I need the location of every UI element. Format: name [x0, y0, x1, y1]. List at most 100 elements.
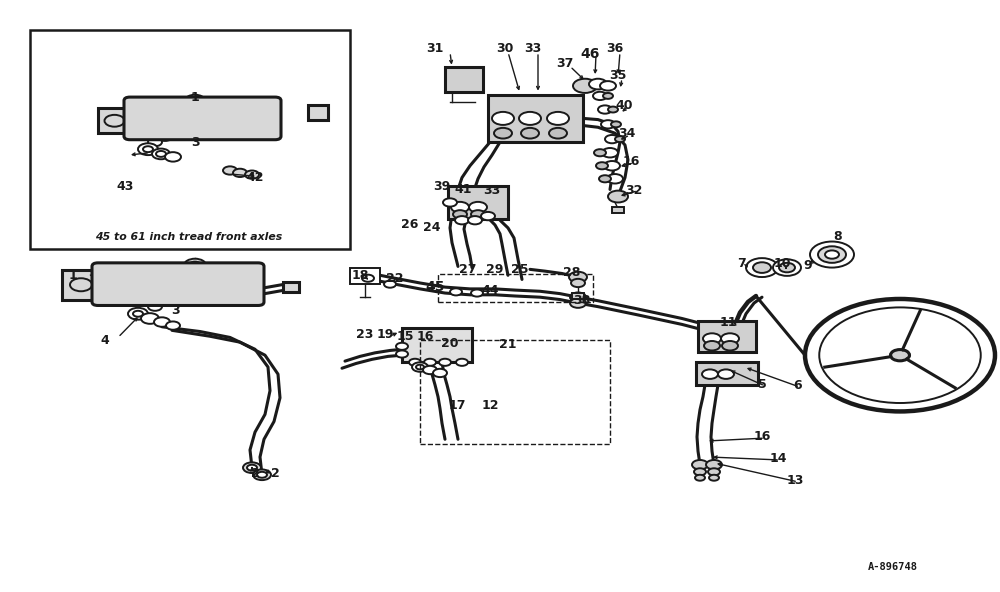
Circle shape: [891, 349, 910, 361]
Circle shape: [138, 143, 158, 155]
Circle shape: [152, 149, 170, 159]
Circle shape: [746, 258, 778, 277]
Circle shape: [189, 97, 201, 104]
Text: 46: 46: [580, 47, 600, 62]
Circle shape: [607, 174, 623, 184]
FancyBboxPatch shape: [92, 263, 264, 305]
Bar: [572, 293, 584, 299]
Circle shape: [703, 333, 721, 344]
Circle shape: [70, 278, 92, 291]
Circle shape: [753, 262, 771, 273]
Text: 37: 37: [556, 57, 574, 70]
Circle shape: [396, 350, 408, 358]
Circle shape: [257, 472, 267, 478]
Circle shape: [362, 275, 374, 282]
Bar: [62, 270, 99, 300]
Circle shape: [396, 343, 408, 350]
Bar: [698, 321, 756, 352]
Circle shape: [773, 259, 801, 276]
Circle shape: [709, 475, 719, 481]
Text: 41: 41: [454, 183, 472, 196]
Text: 29: 29: [486, 263, 504, 276]
Circle shape: [189, 262, 201, 269]
Circle shape: [598, 105, 612, 114]
Text: 16: 16: [753, 430, 771, 443]
Text: 18: 18: [351, 269, 369, 282]
Text: 17: 17: [448, 399, 466, 412]
Circle shape: [519, 112, 541, 125]
Circle shape: [143, 146, 153, 152]
Circle shape: [245, 170, 259, 179]
Text: 11: 11: [719, 316, 737, 329]
Circle shape: [223, 166, 237, 175]
Circle shape: [818, 246, 846, 263]
Bar: [696, 362, 758, 385]
Text: 43: 43: [116, 180, 134, 193]
Circle shape: [596, 162, 608, 169]
Text: 36: 36: [606, 42, 624, 55]
Text: 45 to 61 inch tread front axles: 45 to 61 inch tread front axles: [95, 232, 282, 242]
Text: 23: 23: [356, 328, 374, 341]
Circle shape: [702, 369, 718, 379]
Text: 8: 8: [834, 230, 842, 243]
Bar: [98, 108, 131, 133]
Circle shape: [133, 311, 143, 317]
Text: 1: 1: [191, 91, 199, 104]
Bar: [438, 274, 593, 302]
Circle shape: [521, 128, 539, 139]
Text: 30: 30: [496, 42, 514, 55]
Circle shape: [549, 128, 567, 139]
Circle shape: [494, 128, 512, 139]
Text: 15: 15: [396, 330, 414, 343]
Circle shape: [384, 281, 396, 288]
Text: 33: 33: [524, 42, 542, 55]
Text: 21: 21: [499, 338, 517, 351]
Circle shape: [608, 107, 618, 112]
Circle shape: [247, 465, 257, 471]
Text: 42: 42: [246, 171, 264, 184]
Circle shape: [571, 279, 585, 287]
Circle shape: [141, 313, 159, 324]
Circle shape: [141, 114, 155, 123]
Text: 1: 1: [69, 269, 77, 282]
Text: 7: 7: [738, 257, 746, 270]
Text: 3: 3: [171, 304, 179, 317]
Circle shape: [156, 151, 166, 157]
Circle shape: [704, 341, 720, 350]
Circle shape: [157, 131, 173, 141]
Circle shape: [423, 366, 437, 374]
Bar: [488, 95, 583, 142]
Bar: [283, 282, 299, 292]
Bar: [402, 328, 472, 362]
Circle shape: [706, 460, 722, 469]
Text: 44: 44: [481, 284, 499, 297]
Circle shape: [154, 317, 170, 327]
Circle shape: [570, 292, 586, 302]
Circle shape: [455, 216, 469, 224]
Circle shape: [608, 191, 628, 202]
Circle shape: [433, 369, 447, 377]
Circle shape: [594, 149, 606, 156]
Text: 45: 45: [425, 280, 445, 294]
Circle shape: [810, 242, 854, 268]
Circle shape: [570, 298, 586, 308]
Circle shape: [424, 359, 436, 366]
Text: 9: 9: [804, 259, 812, 272]
Text: 20: 20: [441, 337, 459, 350]
Circle shape: [692, 460, 708, 469]
Circle shape: [412, 362, 428, 372]
Bar: [30, 30, 350, 249]
Text: 28: 28: [563, 266, 581, 279]
Bar: [445, 67, 483, 92]
Bar: [308, 105, 328, 120]
Circle shape: [409, 359, 421, 366]
Text: 39: 39: [433, 180, 451, 193]
Text: 32: 32: [625, 184, 643, 197]
Bar: [350, 268, 380, 284]
Text: 14: 14: [769, 452, 787, 465]
Text: 16: 16: [416, 330, 434, 343]
Circle shape: [695, 475, 705, 481]
Text: 19: 19: [376, 328, 394, 341]
Circle shape: [569, 272, 587, 282]
Circle shape: [104, 115, 124, 127]
